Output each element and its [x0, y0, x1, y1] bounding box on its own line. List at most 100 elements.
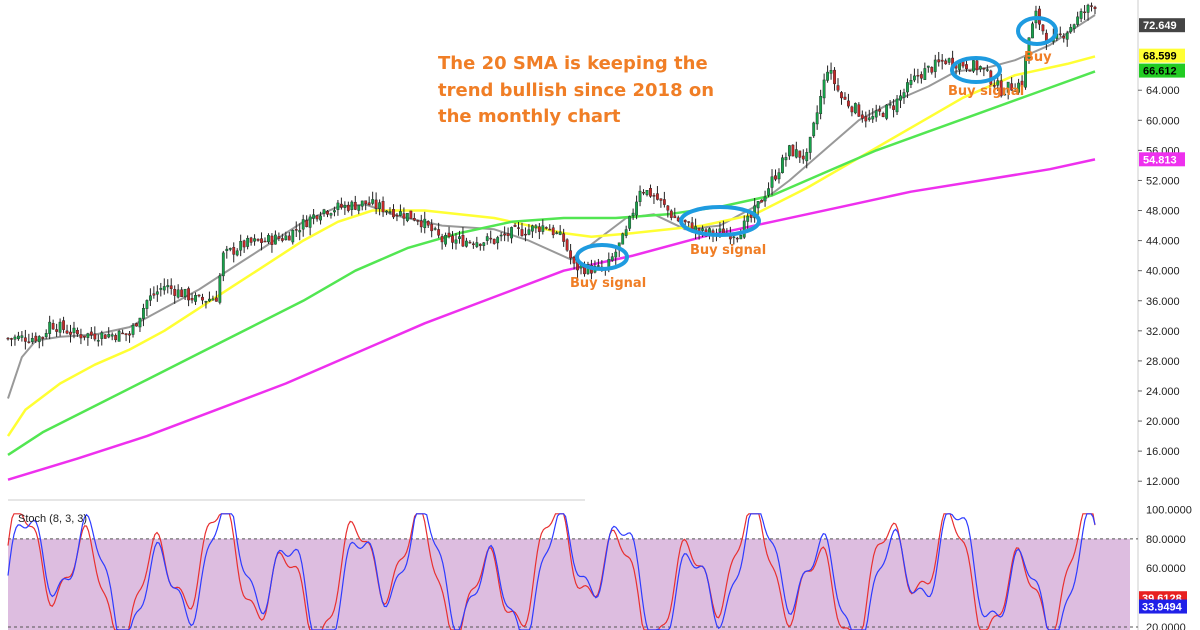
price-badge: [1139, 152, 1185, 167]
sma-magenta-line: [7, 158, 1096, 481]
candle-body: [454, 239, 458, 244]
sma-green-line: [7, 70, 1096, 456]
candle-body: [298, 230, 302, 233]
candle-body: [55, 329, 59, 332]
candle-body: [190, 298, 194, 301]
candle-body: [444, 234, 447, 245]
candle-body: [833, 69, 836, 85]
candle-body: [805, 152, 809, 162]
candle-body: [631, 212, 635, 217]
candle-body: [569, 250, 573, 259]
candle-body: [83, 335, 86, 338]
candle-body: [65, 330, 69, 334]
candle-body: [485, 236, 489, 241]
candle-body: [930, 67, 934, 73]
candle-body: [246, 237, 250, 247]
candle-body: [239, 240, 243, 251]
candle-body: [520, 229, 524, 236]
candle-body: [527, 229, 531, 235]
candle-body: [27, 341, 31, 343]
stoch-title: Stoch (8, 3, 3): [18, 513, 87, 525]
candle-body: [475, 242, 479, 247]
candle-body: [336, 202, 340, 210]
candle-body: [492, 238, 496, 244]
candle-body: [562, 233, 566, 242]
candle-body: [10, 338, 13, 340]
candle-body: [152, 293, 156, 296]
candle-body: [947, 58, 951, 63]
candle-body: [909, 80, 913, 85]
candle-body: [69, 331, 72, 335]
candle-body: [329, 213, 333, 216]
candle-body: [763, 196, 767, 202]
candle-body: [940, 59, 944, 62]
candle-body: [117, 330, 121, 342]
candle-body: [166, 285, 170, 288]
candle-body: [353, 201, 357, 210]
candle-body: [1069, 27, 1073, 33]
candle-body: [93, 333, 97, 340]
price-tick-label: 20.000: [1146, 416, 1180, 428]
candle-body: [878, 109, 882, 112]
candle-body: [187, 288, 190, 301]
candle-body: [642, 192, 645, 194]
candle-body: [499, 234, 503, 237]
candle-body: [100, 332, 104, 339]
candle-body: [1062, 36, 1066, 39]
candle-body: [742, 220, 746, 238]
candle-body: [548, 228, 552, 231]
candle-body: [635, 201, 638, 216]
candle-body: [284, 235, 288, 241]
candle-body: [857, 104, 861, 117]
candle-body: [794, 149, 798, 158]
candle-body: [423, 218, 427, 229]
candle-body: [864, 116, 868, 122]
candle-body: [62, 320, 65, 330]
candle-body: [871, 116, 875, 120]
candle-body: [41, 336, 45, 339]
candle-body: [263, 240, 267, 243]
candle-body: [1065, 32, 1069, 40]
candle-body: [30, 338, 34, 342]
candle-body: [923, 68, 927, 80]
candle-body: [468, 241, 472, 244]
candle-body: [815, 112, 819, 125]
candle-body: [364, 200, 368, 204]
stoch-badge-label: 33.9494: [1142, 602, 1183, 614]
candle-body: [739, 234, 743, 240]
price-tick-label: 52.000: [1146, 175, 1180, 187]
candle-body: [197, 294, 201, 297]
candle-body: [218, 275, 222, 303]
candle-body: [44, 333, 48, 338]
price-tick-label: 24.000: [1146, 386, 1180, 398]
candle-body: [169, 285, 173, 289]
candle-body: [374, 199, 378, 209]
candle-body: [1020, 80, 1024, 87]
candle-body: [131, 325, 135, 335]
candle-body: [669, 210, 673, 218]
candle-body: [982, 68, 986, 70]
candle-body: [451, 235, 454, 243]
candle-body: [1086, 4, 1090, 13]
candle-body: [58, 321, 62, 333]
candle-body: [79, 334, 83, 339]
buy-ellipse: [1016, 16, 1058, 46]
price-tick-label: 48.000: [1146, 206, 1180, 218]
candle-body: [610, 256, 614, 261]
candle-body: [395, 214, 399, 217]
candle-body: [378, 202, 381, 209]
candle-body: [524, 233, 527, 236]
candle-body: [1003, 93, 1007, 96]
candle-body: [895, 98, 899, 113]
candle-body: [107, 333, 111, 338]
candle-body: [781, 157, 784, 174]
candle-body: [992, 85, 996, 87]
candle-body: [913, 75, 916, 81]
candle-body: [162, 286, 166, 291]
candle-body: [305, 220, 309, 228]
candle-body: [48, 321, 52, 334]
candle-body: [534, 225, 538, 229]
candle-body: [437, 229, 441, 236]
